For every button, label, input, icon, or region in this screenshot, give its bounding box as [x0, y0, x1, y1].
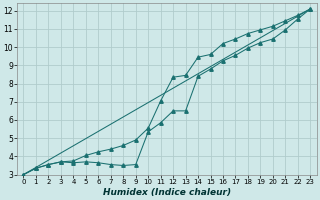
- X-axis label: Humidex (Indice chaleur): Humidex (Indice chaleur): [103, 188, 231, 197]
